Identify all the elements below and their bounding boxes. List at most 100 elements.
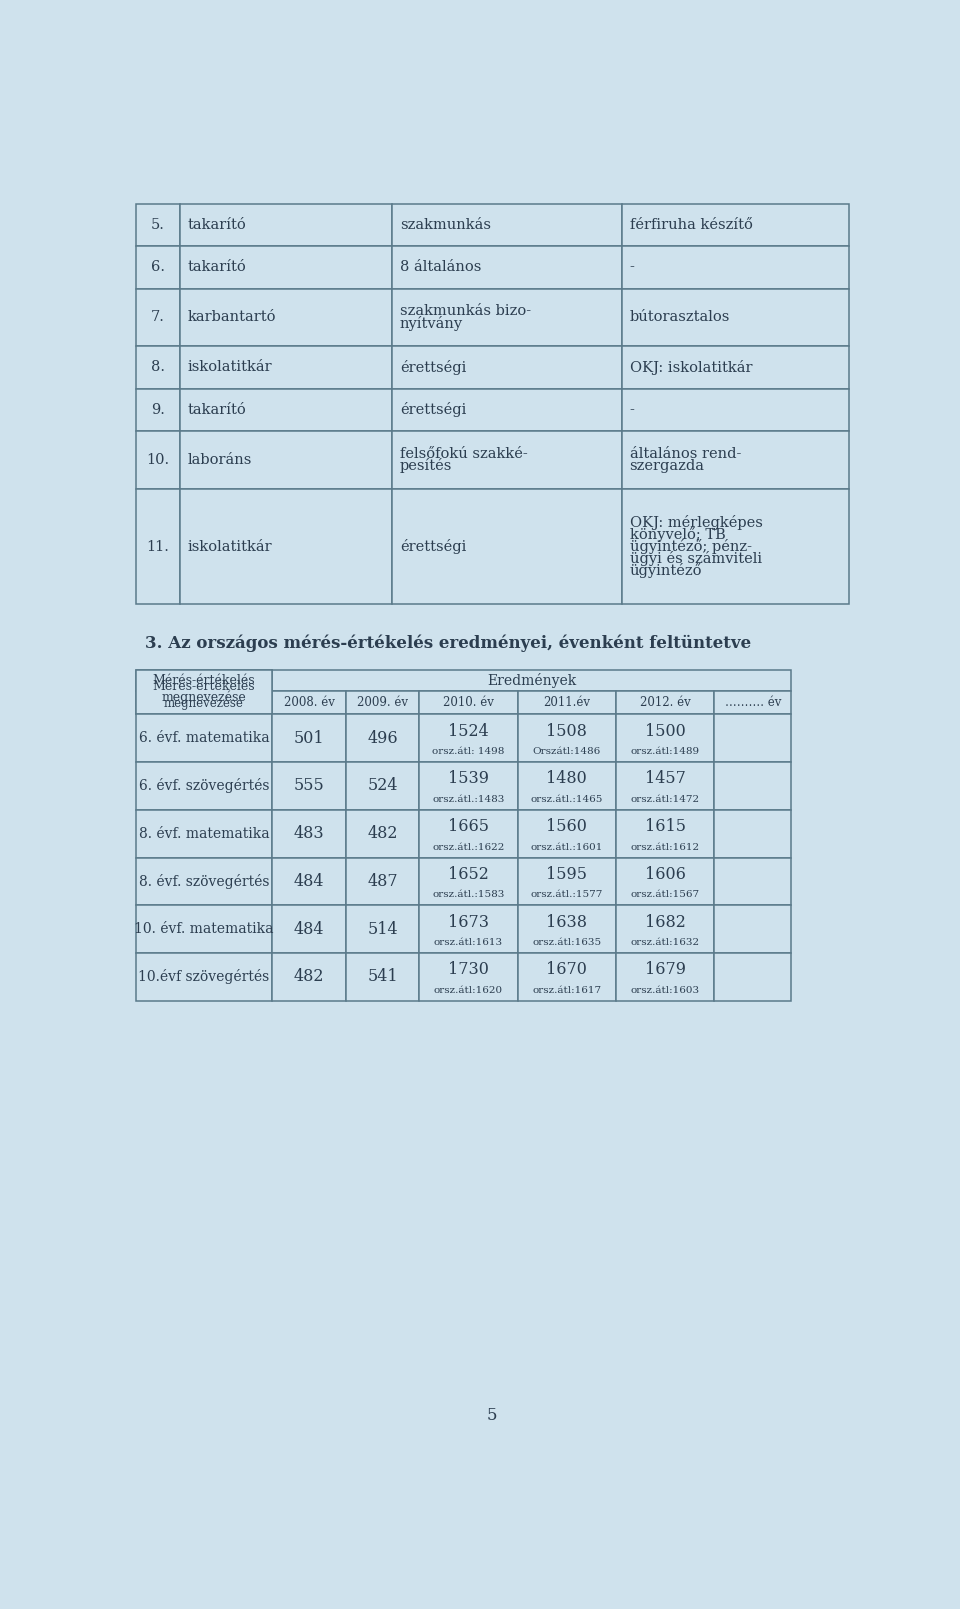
Text: 1665: 1665	[448, 817, 489, 835]
Text: ………. év: ………. év	[725, 697, 781, 710]
Bar	[273, 906, 346, 953]
Bar	[622, 346, 849, 389]
Text: 1679: 1679	[645, 961, 685, 978]
Text: orsz.átl.:1601: orsz.átl.:1601	[531, 843, 603, 851]
Bar	[135, 906, 273, 953]
Bar	[517, 714, 616, 763]
Bar	[273, 953, 346, 1001]
Bar	[273, 858, 346, 906]
Text: felsőfokú szakké-: felsőfokú szakké-	[400, 447, 528, 460]
Text: 5: 5	[487, 1406, 497, 1424]
Bar	[135, 953, 273, 1001]
Bar	[346, 953, 420, 1001]
Text: 1730: 1730	[448, 961, 489, 978]
Bar	[180, 346, 393, 389]
Bar	[273, 669, 791, 692]
Bar	[714, 906, 791, 953]
Bar	[714, 763, 791, 809]
Bar	[135, 669, 273, 714]
Bar	[180, 204, 393, 246]
Bar	[616, 809, 714, 858]
Bar	[393, 346, 622, 389]
Bar	[393, 431, 622, 489]
Text: 1638: 1638	[546, 914, 588, 930]
Text: érettségi: érettségi	[400, 360, 467, 375]
Bar	[180, 246, 393, 288]
Text: orsz.átl: 1498: orsz.átl: 1498	[432, 747, 505, 756]
Text: orsz.átl:1635: orsz.átl:1635	[532, 938, 601, 948]
Text: ügyi és számviteli: ügyi és számviteli	[630, 552, 761, 566]
Text: 482: 482	[368, 825, 397, 842]
Text: orsz.átl:1617: orsz.átl:1617	[532, 986, 601, 994]
Text: megnevezése: megnevezése	[164, 697, 244, 710]
Text: orsz.átl:1567: orsz.átl:1567	[631, 890, 700, 899]
Text: 1480: 1480	[546, 771, 588, 787]
Text: 1673: 1673	[448, 914, 489, 930]
Bar	[517, 809, 616, 858]
Bar	[135, 246, 180, 288]
Text: orsz.átl:1489: orsz.átl:1489	[631, 747, 700, 756]
Bar	[714, 809, 791, 858]
Bar	[346, 763, 420, 809]
Text: orsz.átl.:1577: orsz.átl.:1577	[531, 890, 603, 899]
Bar	[135, 692, 273, 714]
Text: 2010. év: 2010. év	[443, 697, 493, 710]
Bar	[622, 204, 849, 246]
Bar	[135, 858, 273, 906]
Bar	[517, 763, 616, 809]
Text: 1652: 1652	[448, 866, 489, 883]
Text: Orszátl:1486: Orszátl:1486	[533, 747, 601, 756]
Bar	[393, 246, 622, 288]
Bar	[273, 809, 346, 858]
Bar	[135, 204, 180, 246]
Text: orsz.átl:1472: orsz.átl:1472	[631, 795, 700, 804]
Text: 8. évf. matematika: 8. évf. matematika	[138, 827, 269, 842]
Bar	[714, 714, 791, 763]
Text: iskolatitkár: iskolatitkár	[187, 539, 272, 553]
Bar	[180, 489, 393, 605]
Bar	[346, 858, 420, 906]
Bar	[420, 809, 517, 858]
Bar	[180, 431, 393, 489]
Bar	[346, 809, 420, 858]
Bar	[346, 714, 420, 763]
Bar	[393, 389, 622, 431]
Text: Eredmények: Eredmények	[488, 673, 577, 689]
Bar	[420, 858, 517, 906]
Bar	[135, 346, 180, 389]
Text: megnevezése: megnevezése	[161, 690, 247, 705]
Text: takarító: takarító	[187, 261, 246, 275]
Text: 1670: 1670	[546, 961, 588, 978]
Text: takarító: takarító	[187, 219, 246, 232]
Text: orsz.átl.:1583: orsz.átl.:1583	[432, 890, 505, 899]
Text: 555: 555	[294, 777, 324, 795]
Text: 9.: 9.	[151, 402, 164, 417]
Bar	[714, 858, 791, 906]
Text: 487: 487	[368, 874, 397, 890]
Bar	[393, 288, 622, 346]
Bar	[180, 389, 393, 431]
Bar	[517, 692, 616, 714]
Text: 1524: 1524	[448, 722, 489, 740]
Text: 1606: 1606	[645, 866, 685, 883]
Text: ügyintéző: ügyintéző	[630, 563, 702, 578]
Bar	[135, 288, 180, 346]
Text: -: -	[630, 402, 635, 417]
Bar	[393, 204, 622, 246]
Bar	[616, 906, 714, 953]
Bar	[135, 389, 180, 431]
Text: érettségi: érettségi	[400, 539, 467, 553]
Bar	[622, 288, 849, 346]
Bar	[622, 431, 849, 489]
Text: 1682: 1682	[645, 914, 685, 930]
Bar	[273, 763, 346, 809]
Text: -: -	[630, 261, 635, 275]
Bar	[517, 906, 616, 953]
Text: 541: 541	[368, 969, 397, 985]
Text: orsz.átl:1613: orsz.átl:1613	[434, 938, 503, 948]
Text: 482: 482	[294, 969, 324, 985]
Text: szakmunkás: szakmunkás	[400, 219, 491, 232]
Text: általános rend-: általános rend-	[630, 447, 741, 460]
Text: 10.: 10.	[146, 452, 169, 467]
Text: 1539: 1539	[448, 771, 489, 787]
